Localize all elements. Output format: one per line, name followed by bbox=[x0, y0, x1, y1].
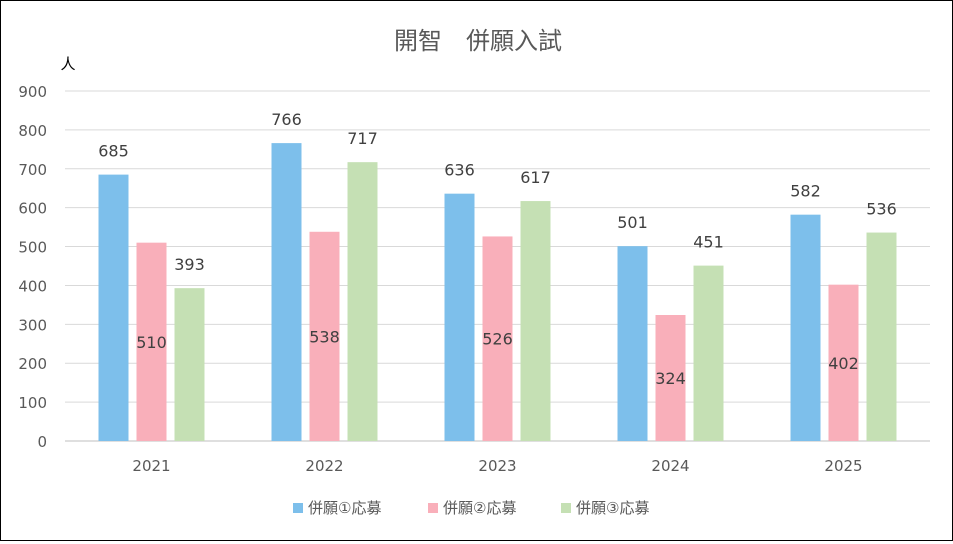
y-tick-label: 400 bbox=[18, 277, 47, 295]
data-label: 717 bbox=[347, 129, 378, 148]
bar bbox=[520, 201, 551, 441]
data-label: 582 bbox=[790, 182, 821, 201]
bar bbox=[271, 143, 302, 441]
y-tick-label: 200 bbox=[18, 355, 47, 373]
data-label: 536 bbox=[866, 200, 897, 219]
y-axis-ticks: 0 100 200 300 400 500 600 700 800 900 bbox=[18, 83, 47, 451]
legend-label: 併願③応募 bbox=[576, 499, 649, 517]
legend-swatch bbox=[561, 503, 571, 513]
data-label: 766 bbox=[271, 110, 302, 129]
x-tick-label: 2025 bbox=[824, 457, 862, 475]
data-label: 636 bbox=[444, 161, 475, 180]
x-tick-label: 2022 bbox=[305, 457, 343, 475]
y-tick-label: 100 bbox=[18, 394, 47, 412]
y-tick-label: 300 bbox=[18, 316, 47, 334]
data-label: 324 bbox=[655, 369, 686, 388]
legend-label: 併願①応募 bbox=[308, 499, 381, 517]
data-label: 526 bbox=[482, 330, 513, 349]
bar bbox=[309, 231, 340, 441]
y-tick-label: 600 bbox=[18, 200, 47, 218]
bar bbox=[866, 232, 897, 441]
bar bbox=[482, 236, 513, 441]
bar bbox=[693, 265, 724, 441]
data-label: 393 bbox=[174, 255, 205, 274]
data-label: 451 bbox=[693, 233, 724, 252]
bar bbox=[98, 174, 129, 441]
bar bbox=[655, 315, 686, 441]
data-label: 538 bbox=[309, 327, 340, 346]
data-label: 501 bbox=[617, 213, 648, 232]
legend-swatch bbox=[428, 503, 438, 513]
bar bbox=[828, 284, 859, 441]
y-tick-label: 500 bbox=[18, 239, 47, 257]
data-label: 402 bbox=[828, 354, 859, 373]
x-axis-ticks: 2021 2022 2023 2024 2025 bbox=[132, 457, 862, 475]
legend-swatch bbox=[293, 503, 303, 513]
bar bbox=[444, 193, 475, 441]
bar bbox=[617, 246, 648, 441]
data-labels: 685 510 393 766 538 717 636 526 617 501 324 451 582 4… bbox=[98, 110, 897, 388]
data-label: 685 bbox=[98, 142, 129, 161]
y-tick-label: 700 bbox=[18, 161, 47, 179]
bar bbox=[136, 242, 167, 441]
bar bbox=[790, 214, 821, 441]
bar bbox=[347, 162, 378, 441]
x-tick-label: 2023 bbox=[478, 457, 516, 475]
data-label: 617 bbox=[520, 168, 551, 187]
legend-label: 併願②応募 bbox=[443, 499, 516, 517]
legend: 併願①応募 併願②応募 併願③応募 bbox=[293, 499, 649, 517]
x-tick-label: 2024 bbox=[651, 457, 689, 475]
y-tick-label: 900 bbox=[18, 83, 47, 101]
y-tick-label: 800 bbox=[18, 122, 47, 140]
bar bbox=[174, 288, 205, 441]
bar-series bbox=[98, 143, 897, 441]
y-axis-unit-label: 人 bbox=[60, 55, 75, 73]
chart-title: 開智 併願入試 bbox=[394, 27, 562, 55]
y-tick-label: 0 bbox=[37, 433, 47, 451]
data-label: 510 bbox=[136, 333, 167, 352]
x-tick-label: 2021 bbox=[132, 457, 170, 475]
